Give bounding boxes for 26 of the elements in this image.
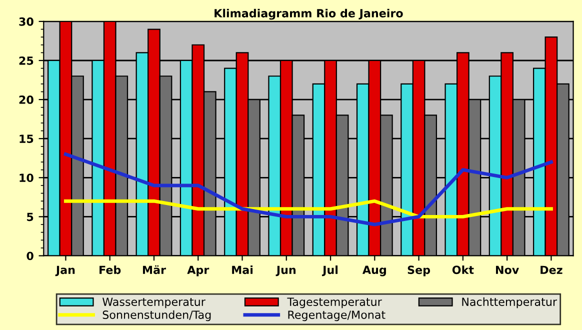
x-tick-label: Jan: [55, 266, 75, 276]
y-tick-label: 15: [20, 134, 34, 143]
x-tick-label: Jul: [322, 265, 338, 276]
legend-label: Tagestemperatur: [287, 298, 382, 308]
x-tick-label: Aug: [362, 266, 386, 276]
y-tick-label: 30: [19, 17, 34, 26]
x-tick-label: Jun: [276, 266, 296, 276]
y-tick-label: 25: [19, 56, 34, 65]
legend-label: Regentage/Monat: [288, 310, 386, 322]
legend-label: Sonnenstunden/Tag: [102, 310, 211, 322]
legend-label: Wassertemperatur: [102, 298, 206, 308]
chart-title: Klimadiagramm Rio de Janeiro: [214, 8, 403, 20]
line-series: [64, 152, 553, 226]
x-tick-label: Mai: [232, 265, 253, 274]
x-tick-label: Okt: [452, 265, 474, 274]
y-tick-label: 20: [19, 96, 34, 104]
y-tick-label: 10: [20, 174, 34, 182]
x-tick-label: Nov: [496, 266, 519, 274]
x-tick-label: Feb: [100, 265, 121, 274]
x-tick-label: Mär: [142, 265, 166, 274]
x-tick-label: Dez: [540, 266, 562, 274]
y-tick-label: 0: [26, 252, 34, 260]
legend-label: Nachttemperatur: [462, 297, 558, 308]
x-tick-label: Sep: [408, 266, 430, 276]
y-tick-label: 5: [27, 212, 34, 222]
x-tick-label: Apr: [187, 266, 210, 276]
